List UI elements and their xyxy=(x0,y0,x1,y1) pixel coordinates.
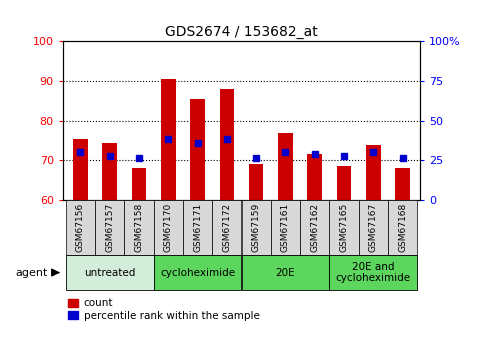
Bar xyxy=(329,200,359,255)
Text: GSM67159: GSM67159 xyxy=(252,203,261,252)
Text: 20E: 20E xyxy=(276,268,295,277)
Text: GSM67158: GSM67158 xyxy=(134,203,143,252)
Bar xyxy=(161,79,176,200)
Bar xyxy=(154,200,183,255)
Bar xyxy=(249,164,263,200)
Bar xyxy=(366,145,381,200)
Bar xyxy=(337,166,351,200)
Bar xyxy=(95,200,124,255)
Bar xyxy=(124,200,154,255)
Bar xyxy=(242,200,271,255)
Text: GSM67162: GSM67162 xyxy=(310,203,319,252)
Bar xyxy=(190,99,205,200)
Text: GSM67170: GSM67170 xyxy=(164,203,173,252)
Text: GSM67171: GSM67171 xyxy=(193,203,202,252)
Text: agent: agent xyxy=(16,268,48,277)
Text: GSM67165: GSM67165 xyxy=(340,203,349,252)
Bar xyxy=(242,255,329,290)
Bar xyxy=(359,200,388,255)
Bar xyxy=(212,200,242,255)
Bar xyxy=(132,168,146,200)
Bar xyxy=(154,255,242,290)
Text: GSM67156: GSM67156 xyxy=(76,203,85,252)
Bar xyxy=(66,255,154,290)
Bar xyxy=(300,200,329,255)
Title: GDS2674 / 153682_at: GDS2674 / 153682_at xyxy=(165,25,318,39)
Text: 20E and
cycloheximide: 20E and cycloheximide xyxy=(336,262,411,283)
Text: untreated: untreated xyxy=(84,268,135,277)
Bar xyxy=(73,139,88,200)
Legend: count, percentile rank within the sample: count, percentile rank within the sample xyxy=(68,298,259,321)
Text: GSM67157: GSM67157 xyxy=(105,203,114,252)
Bar xyxy=(66,200,95,255)
Text: GSM67161: GSM67161 xyxy=(281,203,290,252)
Bar xyxy=(307,155,322,200)
Bar xyxy=(102,142,117,200)
Text: GSM67168: GSM67168 xyxy=(398,203,407,252)
Bar xyxy=(220,89,234,200)
Text: GSM67167: GSM67167 xyxy=(369,203,378,252)
Bar xyxy=(278,132,293,200)
Bar xyxy=(271,200,300,255)
Bar xyxy=(329,255,417,290)
Bar xyxy=(183,200,212,255)
Bar xyxy=(388,200,417,255)
Text: cycloheximide: cycloheximide xyxy=(160,268,235,277)
Bar xyxy=(395,168,410,200)
Text: GSM67172: GSM67172 xyxy=(222,203,231,252)
